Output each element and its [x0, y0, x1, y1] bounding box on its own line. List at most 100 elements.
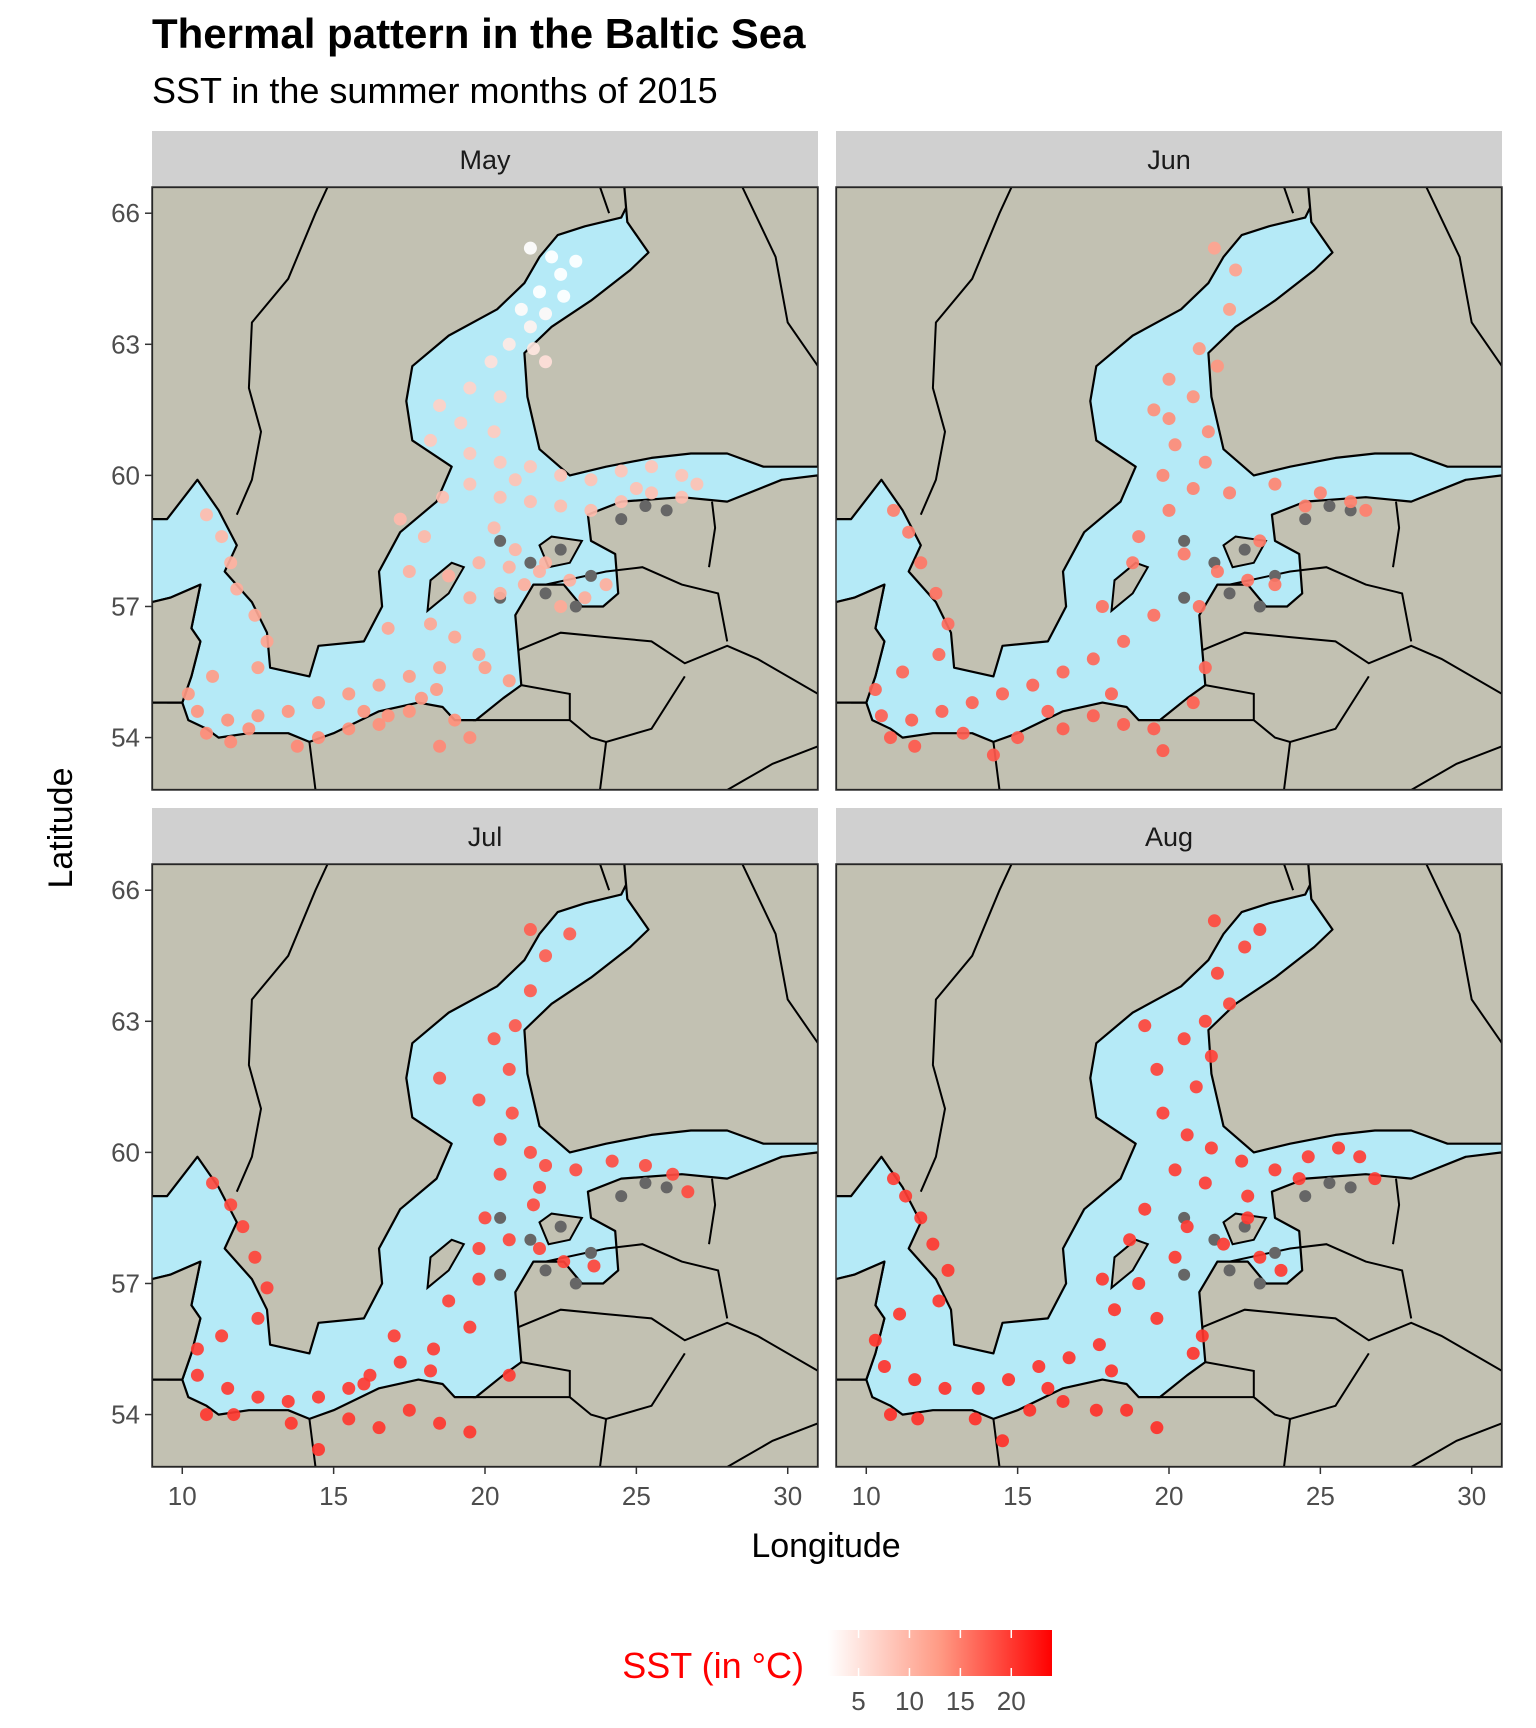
data-point: [372, 717, 386, 731]
data-point: [181, 687, 195, 701]
data-point: [1156, 1106, 1170, 1120]
data-point: [1117, 717, 1131, 731]
data-point: [251, 661, 265, 675]
data-point: [478, 1211, 492, 1225]
color-legend: SST (in °C) 5 10 15 20: [622, 1630, 1052, 1716]
data-point: [554, 599, 568, 613]
data-point: [454, 416, 468, 430]
data-point: [1108, 1303, 1122, 1317]
data-point: [523, 320, 537, 334]
legend-tick-label: 5: [851, 1686, 865, 1716]
data-point: [666, 1167, 680, 1181]
data-point: [545, 250, 559, 264]
country-border: [308, 1418, 317, 1467]
y-tick-label: 63: [111, 329, 140, 359]
data-point: [1204, 1141, 1218, 1155]
data-point-missing: [615, 513, 628, 526]
data-point: [539, 307, 553, 321]
data-point: [493, 455, 507, 469]
facet-panel-aug: Aug: [835, 808, 1503, 1468]
x-tick-label: 10: [168, 1481, 197, 1511]
data-point: [199, 508, 213, 522]
data-point-missing: [524, 556, 537, 569]
data-point: [493, 1132, 507, 1146]
data-point: [1253, 923, 1267, 937]
data-point: [539, 949, 553, 963]
data-point: [929, 586, 943, 600]
data-point: [523, 984, 537, 998]
data-point: [463, 477, 477, 491]
data-point-missing: [569, 1277, 582, 1290]
data-point: [478, 661, 492, 675]
data-point: [523, 923, 537, 937]
data-point: [526, 1198, 540, 1212]
data-point: [402, 669, 416, 683]
data-point: [996, 687, 1009, 701]
data-point: [1002, 1373, 1016, 1387]
data-point: [381, 621, 395, 635]
data-point: [1180, 1220, 1194, 1234]
data-point: [599, 578, 613, 592]
x-tick-label: 10: [852, 1481, 881, 1511]
data-point-missing: [660, 1181, 673, 1194]
data-point: [1032, 1360, 1046, 1373]
country-border: [1283, 187, 1295, 214]
data-point: [472, 1242, 486, 1256]
data-point: [638, 1159, 652, 1172]
data-point: [190, 704, 204, 718]
data-point: [887, 503, 901, 517]
data-point: [514, 302, 528, 316]
country-border: [1392, 1178, 1401, 1245]
data-point: [281, 704, 295, 718]
data-point: [357, 1377, 371, 1391]
country-border: [726, 1422, 818, 1467]
data-point: [463, 1320, 477, 1334]
data-point: [539, 355, 553, 369]
data-point: [433, 398, 447, 412]
country-border: [599, 187, 611, 214]
data-point: [215, 1329, 229, 1343]
data-point: [260, 1281, 274, 1295]
data-point: [505, 1106, 519, 1120]
data-point: [251, 709, 265, 723]
data-point-missing: [1344, 1181, 1357, 1194]
country-border: [741, 864, 818, 1044]
country-border: [708, 1178, 717, 1245]
data-point: [914, 1211, 928, 1225]
data-point: [1292, 1172, 1306, 1186]
data-point: [1235, 1154, 1249, 1168]
data-point-missing: [1253, 1277, 1266, 1290]
data-point: [502, 560, 516, 574]
legend-tick-label: 10: [895, 1686, 924, 1716]
country-border: [1392, 501, 1401, 568]
data-point: [1192, 599, 1206, 613]
country-border: [517, 631, 818, 695]
data-point: [584, 503, 598, 517]
data-point: [1186, 1346, 1200, 1360]
land-area: [836, 864, 1322, 1355]
y-tick-label: 63: [111, 1006, 140, 1036]
data-point: [1023, 1403, 1037, 1417]
data-point: [463, 591, 477, 605]
data-point: [517, 578, 531, 592]
facet-strip: [836, 808, 1502, 864]
data-point: [1192, 342, 1206, 356]
x-tick-label: 25: [622, 1481, 651, 1511]
data-point: [1092, 1338, 1106, 1352]
country-border: [235, 187, 329, 516]
data-point: [532, 1242, 546, 1256]
data-point: [554, 499, 568, 513]
data-point: [493, 586, 507, 600]
data-point: [1253, 534, 1267, 548]
data-point: [1138, 1202, 1152, 1216]
data-point: [248, 1250, 262, 1264]
data-point-missing: [554, 543, 567, 556]
data-point: [251, 1390, 265, 1404]
data-point: [251, 1311, 265, 1325]
data-point: [941, 1263, 955, 1277]
data-point-missing: [1253, 600, 1266, 613]
data-point-missing: [660, 504, 673, 517]
panel-border: [151, 186, 819, 791]
data-point: [1344, 495, 1358, 509]
data-point: [1089, 1403, 1103, 1417]
